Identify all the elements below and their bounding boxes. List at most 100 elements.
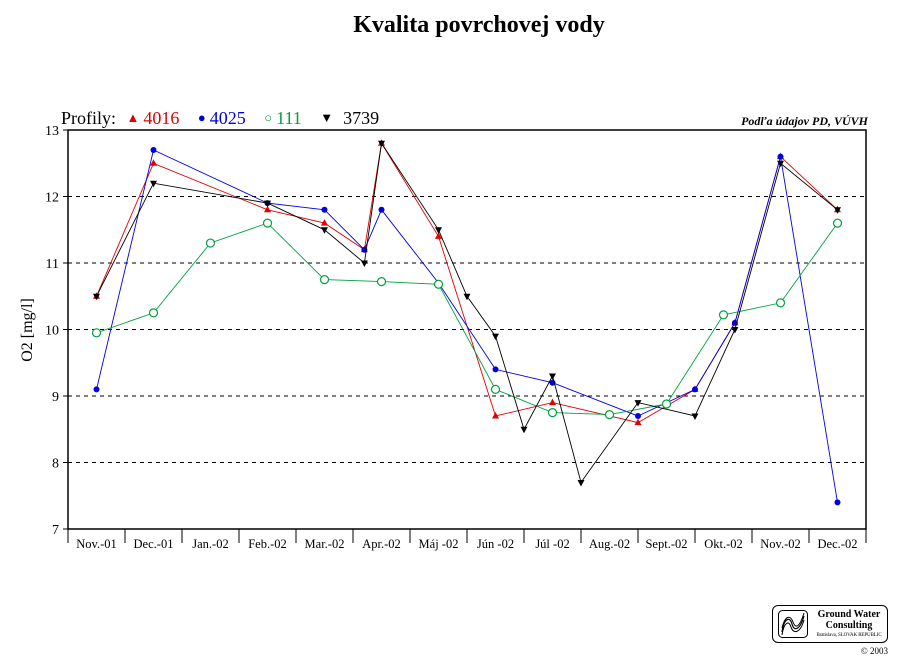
data-point [433,279,444,289]
y-tick-label: 10 [45,324,59,339]
x-tick-label: Dec.-02 [818,537,858,551]
plot-frame [67,129,867,530]
y-axis-label: O2 [mg/l] [19,298,36,362]
data-point [492,333,499,341]
legend-item-111: ○ 111 [264,108,306,128]
open-circle-icon: ○ [264,110,273,125]
source-annotation: Podľa údajov PD, VÚVH [741,114,868,128]
data-point [775,298,786,308]
x-tick-label: Máj -02 [419,537,459,551]
x-tick-label: Jan.-02 [192,537,228,551]
x-tick-label: Mar.-02 [305,537,345,551]
data-point [691,413,699,420]
data-point [777,153,784,160]
data-point [577,479,585,487]
series-4025 [93,146,841,506]
data-point [834,207,841,214]
data-point [547,408,558,418]
data-point [635,412,641,419]
logo-name-line2: Consulting [825,620,873,631]
y-tick-label: 13 [45,124,59,139]
axes: 7 8 9 10 11 12 13 Nov.-01 Dec.-01 Jan.-02 Feb.-02 M… [45,124,867,551]
data-point [360,260,368,267]
series-layer [91,139,843,506]
data-point [731,327,739,334]
logo-mark-icon [778,610,808,638]
series-line-111 [96,222,838,416]
x-tick-label: Nov.-02 [760,537,801,551]
data-point [148,308,159,318]
data-point [490,384,501,394]
legend-label-111: 111 [276,108,302,128]
x-tick-label: Sept.-02 [645,537,687,551]
data-point [93,293,100,301]
data-point [718,310,729,320]
data-point [376,277,387,287]
legend-label-4025: 4025 [209,108,246,128]
data-point [262,218,273,228]
data-point [634,418,642,426]
series-3739 [93,140,841,487]
legend: Profily: ▲ 4016 ● 4025 ○ 111 ▼ 3739 [61,108,393,129]
copyright: © 2003 [860,646,888,656]
data-point [150,180,157,188]
data-point [777,160,784,168]
x-tick-label: Jún -02 [477,537,514,551]
x-tick-label: Aug.-02 [589,537,630,551]
data-point [321,227,328,234]
data-point [604,410,615,420]
data-point [692,386,698,393]
x-tick-label: Nov.-01 [76,537,117,551]
data-point [435,227,442,234]
y-tick-label: 12 [45,191,59,206]
y-tick-label: 7 [52,523,59,538]
series-line-4016 [96,142,838,424]
x-tick-label: Okt.-02 [704,537,743,551]
data-point [378,206,385,213]
data-point [435,232,442,239]
data-point [834,499,841,506]
legend-label-3739: 3739 [343,108,380,128]
data-point [661,399,672,409]
data-point [205,238,216,248]
logo-subtitle: Bratislava, SLOVAK REPUBLIC [816,633,882,638]
series-line-4025 [96,149,838,503]
legend-item-3739: ▼ 3739 [320,108,379,128]
y-tick-label: 11 [46,257,59,272]
data-point [319,275,330,285]
triangle-up-icon: ▲ [126,110,140,125]
gridlines [68,196,866,463]
data-point [634,400,642,407]
filled-circle-icon: ● [197,110,206,125]
logo-name-line1: Ground Water [817,609,881,620]
data-point [832,218,843,228]
series-4016 [93,139,841,426]
data-point [492,411,499,419]
data-point [549,398,556,406]
x-tick-label: Dec.-01 [134,537,174,551]
data-point [549,373,556,381]
data-point [378,140,385,148]
data-point [150,146,157,153]
data-point [150,159,157,166]
x-tick-label: Júl -02 [535,537,569,551]
series-111 [91,218,843,420]
legend-item-4016: ▲ 4016 [127,108,184,128]
company-logo: Ground Water Consulting Bratislava, SLOV… [772,605,888,643]
data-point [91,328,102,338]
legend-item-4025: ● 4025 [198,108,250,128]
x-tick-label: Feb.-02 [248,537,287,551]
data-point [321,219,328,226]
data-point [520,426,528,434]
chart-title: Kvalita povrchovej vody [353,12,605,38]
logo-name: Ground Water Consulting [813,609,885,631]
data-point [463,293,471,301]
legend-title: Profily: [61,108,117,128]
triangle-down-icon: ▼ [320,110,334,125]
y-tick-label: 8 [52,457,59,472]
data-point [321,206,328,213]
legend-label-4016: 4016 [143,108,180,128]
data-point [264,200,271,208]
x-tick-label: Apr.-02 [362,537,401,551]
